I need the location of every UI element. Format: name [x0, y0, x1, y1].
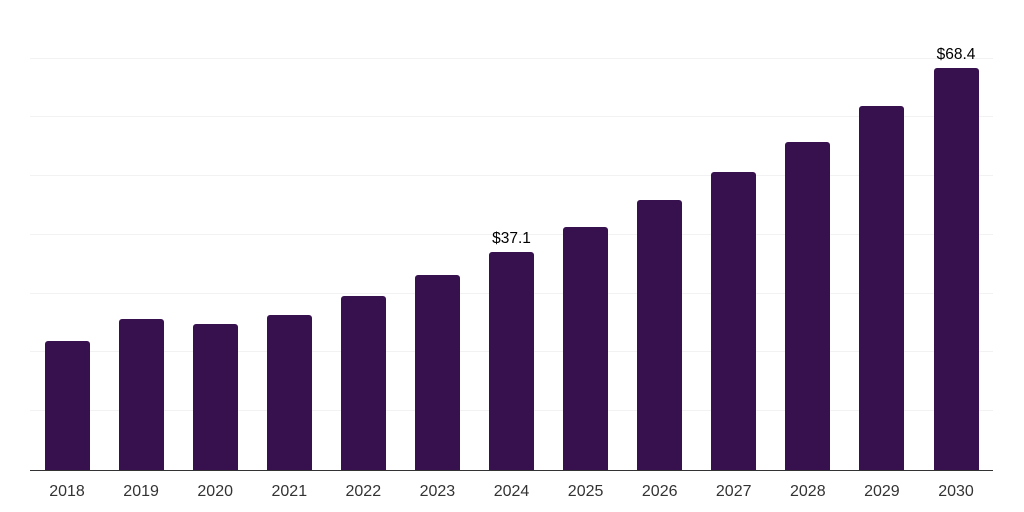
x-tick-2025: 2025: [567, 483, 604, 500]
gridline: [30, 116, 993, 117]
bar-2026: [637, 200, 683, 470]
bar-2021: [266, 314, 312, 470]
bar-2028: [785, 142, 831, 470]
x-tick-2020: 2020: [197, 483, 233, 500]
bar-2025: [563, 226, 609, 470]
x-tick-2021: 2021: [271, 483, 308, 500]
gridline: [30, 58, 993, 59]
bar-chart: $37.1 $68.4 2018 2019 2020 2021 2022 2023 2024 2…: [30, 0, 993, 512]
bar-2029: [859, 105, 905, 470]
x-tick-2018: 2018: [49, 483, 85, 500]
gridline: [30, 175, 993, 176]
x-tick-2026: 2026: [641, 483, 678, 500]
data-label-2024: $37.1: [492, 230, 531, 247]
x-tick-2023: 2023: [419, 483, 456, 500]
plot-area: $37.1 $68.4: [30, 0, 993, 471]
x-tick-2022: 2022: [345, 483, 382, 500]
x-tick-2024: 2024: [493, 483, 530, 500]
x-tick-2029: 2029: [864, 483, 900, 500]
bar-2019: [118, 319, 164, 470]
bar-2024: [489, 252, 534, 470]
data-label-2030: $68.4: [936, 46, 976, 64]
x-tick-2028: 2028: [790, 483, 826, 500]
x-tick-2019: 2019: [123, 483, 159, 500]
x-tick-2027: 2027: [715, 483, 752, 500]
bar-2022: [340, 295, 386, 470]
bar-2020: [192, 323, 238, 470]
gridline: [30, 234, 993, 235]
bar-2023: [414, 274, 460, 470]
x-axis-labels: 2018 2019 2020 2021 2022 2023 2024 2025 2026 2027…: [30, 482, 993, 504]
bar-2027: [711, 171, 757, 470]
bar-2018: [44, 341, 90, 470]
x-tick-2030: 2030: [938, 483, 974, 500]
bar-2030: [933, 68, 979, 470]
